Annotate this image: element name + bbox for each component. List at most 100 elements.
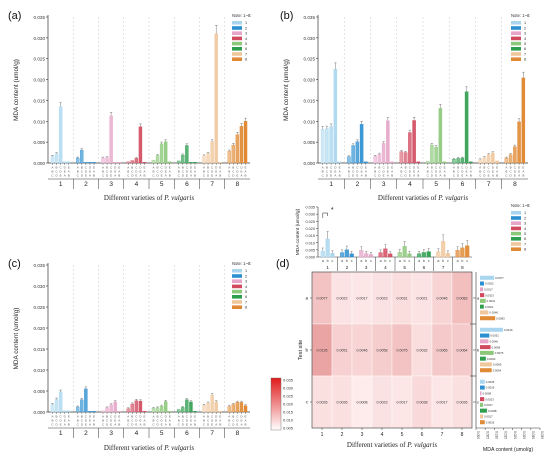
legend-label: 5 [524, 232, 526, 236]
bar [134, 400, 139, 413]
bar [359, 124, 364, 164]
bar [333, 68, 338, 164]
x-sub-tick-label: A [466, 174, 468, 178]
x-category-label: 3 [365, 265, 368, 270]
bar [460, 247, 465, 258]
bar [480, 287, 484, 292]
x-sub-tick-label: C [106, 419, 109, 423]
x-sub-tick-label: C [510, 170, 513, 174]
bar-value-label: 0.0032 [487, 357, 496, 361]
bar [521, 77, 526, 164]
bar-value-label: 0.0083 [496, 316, 505, 320]
heatmap-cell-label: 0.0083 [457, 296, 468, 300]
bar [202, 405, 206, 413]
bar [92, 411, 96, 413]
x-sub-tick-label: D [110, 170, 113, 174]
x-sub-tick-label: C [106, 170, 109, 174]
legend-label: 4 [524, 227, 526, 231]
x-tick-label: 0.010 [494, 431, 498, 439]
bar [480, 345, 491, 350]
x-sub-tick-label: B [169, 174, 171, 178]
x-sub-tick-label: D [439, 166, 442, 170]
legend-swatch [232, 57, 242, 61]
bar [117, 411, 121, 413]
x-sub-tick-label: B [457, 166, 459, 170]
x-axis-label: Different varieties of P. vulgaris [347, 441, 437, 449]
heatmap-cell-label: 0.0064 [457, 348, 468, 352]
x-sub-tick-label: E [135, 174, 137, 178]
legend-title: Note: 1~8: [232, 13, 251, 18]
x-sub-tick-label: A [417, 170, 419, 174]
bar-value-label: 0.0023 [485, 397, 494, 401]
x-sub-tick-label: D [139, 166, 142, 170]
x-sub-tick-label: B [417, 174, 419, 178]
legend-swatch [511, 231, 521, 236]
x-category-label: 1 [59, 430, 63, 437]
bar [480, 356, 486, 361]
x-sub-tick-label: E [60, 174, 62, 178]
bar [50, 404, 55, 413]
bar [227, 151, 231, 164]
legend-label: 1 [524, 21, 526, 25]
legend-swatch [232, 295, 242, 299]
bar [480, 385, 485, 390]
x-axis-label-prefix: Different varieties of [347, 441, 407, 449]
bar [434, 146, 438, 164]
x-sub-tick-label: A [190, 423, 192, 427]
x-sub-tick-label: a [322, 259, 324, 263]
bar [491, 152, 495, 164]
x-sub-tick-label: C [427, 174, 430, 178]
x-sub-tick-label: C [461, 166, 464, 170]
x-category-label: 4 [384, 265, 387, 270]
x-sub-tick-label: B [106, 166, 108, 170]
x-category-label: 7 [210, 430, 214, 437]
x-sub-tick-label: C [228, 423, 231, 427]
x-category-label: 6 [185, 430, 189, 437]
bar-value-label: 0.0064 [493, 368, 502, 372]
legend-swatch [511, 31, 521, 35]
x-sub-tick-label: D [85, 419, 88, 423]
legend-swatch [511, 26, 521, 30]
x-sub-tick-label: C [51, 174, 54, 178]
bar-value-label: 0.0046 [489, 311, 498, 315]
x-tick-label: 0.020 [513, 431, 517, 439]
bar [67, 161, 71, 164]
x-sub-tick-label: E [522, 166, 524, 170]
x-sub-tick-label: B [77, 419, 79, 423]
legend-label: 6 [245, 295, 247, 299]
legend-title: Note: 1~8: [232, 261, 251, 266]
x-sub-tick-label: E [409, 174, 411, 178]
x-sub-tick-label: D [232, 423, 235, 427]
x-sub-tick-label: C [431, 170, 434, 174]
x-sub-tick-label: A [51, 166, 53, 170]
x-sub-tick-label: D [510, 174, 513, 178]
bar [480, 316, 496, 321]
x-sub-tick-label: D [387, 166, 390, 170]
x-tick-label: 0.000 [476, 431, 480, 439]
x-sub-tick-label: B [203, 170, 205, 174]
x-sub-tick-label: D [409, 170, 412, 174]
legend-swatch [232, 269, 242, 273]
legend-swatch [511, 36, 521, 41]
bar [337, 161, 342, 164]
legend-label: 7 [524, 52, 526, 56]
bar [469, 161, 473, 164]
x-sub-tick-label: E [89, 419, 91, 423]
x-sub-tick-label: E [361, 170, 363, 174]
bar [399, 151, 404, 164]
x-sub-tick-label: D [383, 170, 386, 174]
x-sub-tick-label: D [135, 419, 138, 423]
heatmap-cell-label: 0.0075 [397, 348, 408, 352]
heatmap-cell-label: 0.0026 [457, 400, 468, 404]
bar [210, 395, 214, 413]
heatmap-cell-label: 0.0046 [437, 296, 448, 300]
legend-swatch [511, 57, 521, 61]
x-sub-tick-label: B [178, 419, 180, 423]
x-sub-tick-label: C [236, 415, 239, 419]
x-sub-tick-label: D [182, 423, 185, 427]
x-sub-tick-label: A [139, 174, 141, 178]
x-sub-tick-label: A [518, 174, 520, 178]
x-sub-tick-label: D [139, 415, 142, 419]
heatmap-cell-label: 0.0058 [377, 348, 388, 352]
x-sub-tick-label: E [186, 423, 188, 427]
